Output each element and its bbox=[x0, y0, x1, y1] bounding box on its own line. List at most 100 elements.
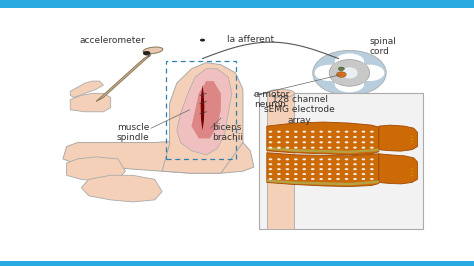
Polygon shape bbox=[201, 85, 204, 130]
Circle shape bbox=[319, 141, 323, 143]
Circle shape bbox=[410, 142, 413, 143]
Circle shape bbox=[285, 136, 289, 138]
Circle shape bbox=[294, 168, 298, 170]
Circle shape bbox=[311, 178, 315, 180]
Circle shape bbox=[319, 168, 323, 170]
Circle shape bbox=[370, 178, 374, 180]
Circle shape bbox=[345, 147, 348, 149]
Ellipse shape bbox=[355, 65, 384, 81]
Circle shape bbox=[336, 173, 340, 175]
Circle shape bbox=[285, 158, 289, 160]
Circle shape bbox=[302, 163, 306, 165]
Circle shape bbox=[345, 178, 348, 180]
Circle shape bbox=[337, 72, 346, 77]
Ellipse shape bbox=[352, 72, 367, 84]
Circle shape bbox=[319, 163, 323, 165]
Circle shape bbox=[336, 131, 340, 133]
Circle shape bbox=[370, 136, 374, 138]
Polygon shape bbox=[177, 69, 232, 155]
Circle shape bbox=[362, 163, 365, 165]
Circle shape bbox=[353, 163, 357, 165]
Polygon shape bbox=[66, 157, 125, 181]
Text: muscle
spindle: muscle spindle bbox=[117, 123, 149, 142]
Circle shape bbox=[294, 178, 298, 180]
FancyBboxPatch shape bbox=[259, 93, 423, 228]
Circle shape bbox=[285, 147, 289, 149]
Circle shape bbox=[311, 147, 315, 149]
Circle shape bbox=[285, 173, 289, 175]
Circle shape bbox=[336, 147, 340, 149]
Circle shape bbox=[319, 173, 323, 175]
Circle shape bbox=[336, 141, 340, 143]
Polygon shape bbox=[379, 125, 418, 151]
Circle shape bbox=[370, 158, 374, 160]
Circle shape bbox=[294, 158, 298, 160]
Circle shape bbox=[362, 131, 365, 133]
Circle shape bbox=[362, 147, 365, 149]
Circle shape bbox=[370, 173, 374, 175]
Text: spinal
cord: spinal cord bbox=[370, 36, 397, 56]
Circle shape bbox=[311, 131, 315, 133]
Circle shape bbox=[277, 141, 281, 143]
Circle shape bbox=[269, 168, 272, 170]
Circle shape bbox=[319, 131, 323, 133]
Circle shape bbox=[338, 67, 344, 70]
Circle shape bbox=[319, 158, 323, 160]
Ellipse shape bbox=[313, 50, 386, 95]
Circle shape bbox=[336, 158, 340, 160]
Circle shape bbox=[328, 158, 331, 160]
Circle shape bbox=[345, 158, 348, 160]
Circle shape bbox=[328, 163, 331, 165]
Ellipse shape bbox=[335, 76, 364, 92]
Circle shape bbox=[277, 158, 281, 160]
Circle shape bbox=[362, 173, 365, 175]
Circle shape bbox=[353, 178, 357, 180]
Text: accelerometer: accelerometer bbox=[80, 36, 146, 45]
Ellipse shape bbox=[143, 47, 163, 54]
Circle shape bbox=[353, 147, 357, 149]
Circle shape bbox=[269, 147, 272, 149]
Circle shape bbox=[362, 178, 365, 180]
Circle shape bbox=[353, 141, 357, 143]
Circle shape bbox=[277, 131, 281, 133]
Circle shape bbox=[410, 168, 413, 170]
Circle shape bbox=[277, 147, 281, 149]
Polygon shape bbox=[70, 93, 110, 112]
Circle shape bbox=[328, 136, 331, 138]
Circle shape bbox=[294, 163, 298, 165]
Circle shape bbox=[328, 147, 331, 149]
Circle shape bbox=[362, 141, 365, 143]
Polygon shape bbox=[267, 179, 379, 186]
Circle shape bbox=[285, 178, 289, 180]
Circle shape bbox=[294, 131, 298, 133]
Circle shape bbox=[311, 141, 315, 143]
Circle shape bbox=[311, 163, 315, 165]
Polygon shape bbox=[96, 55, 151, 102]
Circle shape bbox=[269, 131, 272, 133]
Circle shape bbox=[311, 168, 315, 170]
Circle shape bbox=[336, 178, 340, 180]
Ellipse shape bbox=[315, 65, 344, 81]
Circle shape bbox=[302, 173, 306, 175]
Circle shape bbox=[302, 178, 306, 180]
Circle shape bbox=[269, 141, 272, 143]
Circle shape bbox=[269, 163, 272, 165]
Circle shape bbox=[285, 141, 289, 143]
Circle shape bbox=[302, 168, 306, 170]
Circle shape bbox=[345, 131, 348, 133]
Polygon shape bbox=[267, 147, 379, 153]
Circle shape bbox=[277, 168, 281, 170]
Circle shape bbox=[277, 163, 281, 165]
Polygon shape bbox=[191, 81, 221, 138]
Circle shape bbox=[336, 136, 340, 138]
Circle shape bbox=[294, 147, 298, 149]
Circle shape bbox=[277, 173, 281, 175]
Circle shape bbox=[410, 171, 413, 173]
Ellipse shape bbox=[329, 60, 370, 86]
Circle shape bbox=[362, 168, 365, 170]
Circle shape bbox=[200, 39, 205, 41]
Circle shape bbox=[370, 168, 374, 170]
Circle shape bbox=[328, 173, 331, 175]
Text: α-motor
neuron: α-motor neuron bbox=[254, 90, 290, 109]
Ellipse shape bbox=[143, 51, 150, 55]
